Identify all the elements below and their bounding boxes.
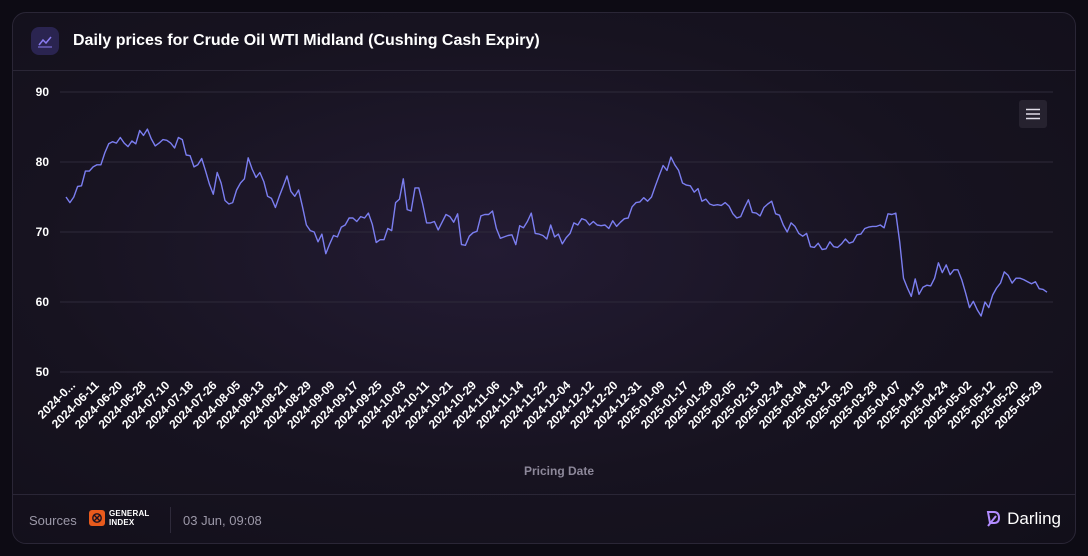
chart-card: Daily prices for Crude Oil WTI Midland (… <box>12 12 1076 544</box>
general-index-logo[interactable]: GENERAL INDEX <box>89 509 150 527</box>
sources-label: Sources <box>29 513 77 528</box>
x-axis-title: Pricing Date <box>524 464 594 478</box>
timestamp: 03 Jun, 09:08 <box>183 513 262 528</box>
general-index-wordmark: GENERAL INDEX <box>109 509 150 527</box>
y-tick-label: 90 <box>36 85 50 99</box>
card-header: Daily prices for Crude Oil WTI Midland (… <box>13 13 1075 71</box>
y-tick-label: 70 <box>36 225 50 239</box>
y-tick-label: 50 <box>36 365 50 379</box>
price-series-line <box>65 128 1048 317</box>
chart-title: Daily prices for Crude Oil WTI Midland (… <box>73 32 540 49</box>
brand-logo[interactable]: Darling <box>985 509 1061 529</box>
card-footer: Sources GENERAL INDEX 03 Jun, 09:08 Darl… <box>13 494 1075 543</box>
line-chart: 50607080902024-0...2024-06-112024-06-202… <box>35 85 1053 478</box>
line-chart-icon <box>31 27 59 55</box>
footer-divider <box>170 507 171 533</box>
darling-logo-icon <box>986 511 1001 527</box>
general-index-badge-icon <box>89 510 105 526</box>
y-tick-label: 60 <box>36 295 50 309</box>
hamburger-menu-icon[interactable] <box>1019 100 1047 128</box>
brand-name: Darling <box>1007 509 1061 528</box>
y-tick-label: 80 <box>36 155 50 169</box>
